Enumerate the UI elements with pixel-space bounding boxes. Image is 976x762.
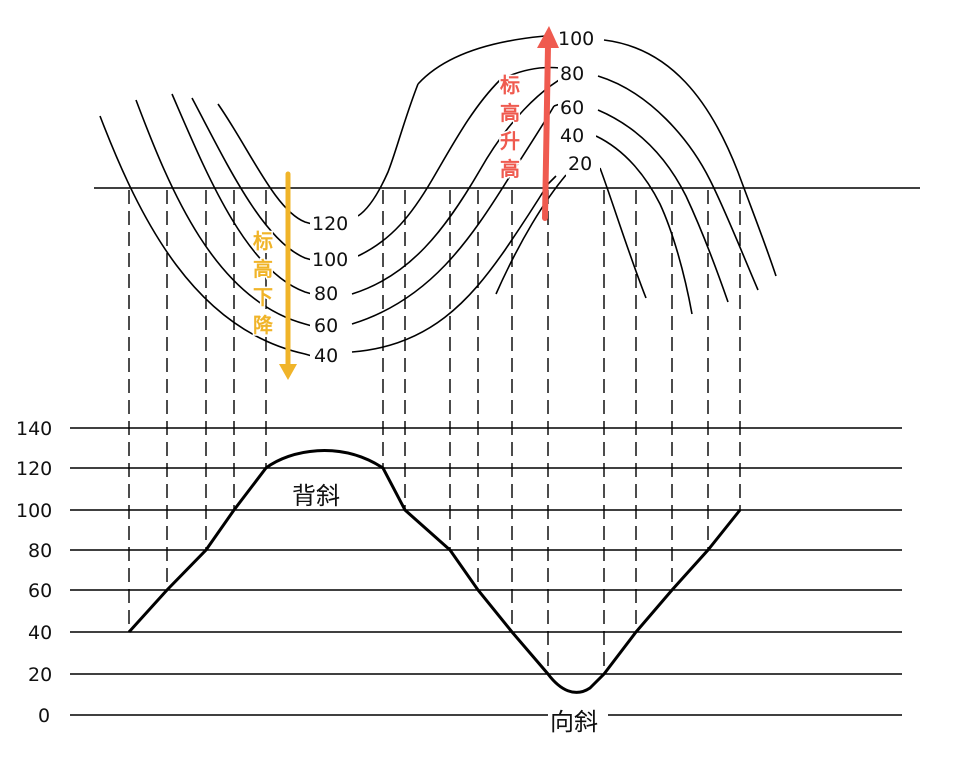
y-tick: 140 xyxy=(16,418,52,440)
arrow-down-char: 降 xyxy=(253,313,274,337)
y-tick: 40 xyxy=(28,622,52,644)
elevation-increase-arrow xyxy=(537,26,559,221)
elevation-decrease-label: 标 高 下 降 xyxy=(252,228,276,339)
profile-curve xyxy=(127,449,742,694)
arrow-down-char: 下 xyxy=(253,285,273,309)
arrow-up-char: 高 xyxy=(500,157,520,181)
profile-grid xyxy=(70,427,902,716)
y-tick: 120 xyxy=(16,458,52,480)
y-tick: 80 xyxy=(28,540,52,562)
contour-line-40 xyxy=(99,115,549,357)
contour-label: 100 xyxy=(312,249,348,271)
y-tick: 0 xyxy=(38,705,50,727)
contour-line-80 xyxy=(171,69,579,295)
contour-label: 120 xyxy=(312,213,348,235)
y-axis-labels: 140 120 100 80 60 40 20 0 xyxy=(16,418,52,727)
contour-label: 80 xyxy=(314,283,338,305)
syncline-label: 向斜 xyxy=(550,708,598,736)
contour-line-r-40 xyxy=(547,135,693,315)
contour-label: 80 xyxy=(560,63,584,85)
arrow-down-char: 高 xyxy=(253,257,273,281)
contour-label: 40 xyxy=(314,345,338,367)
contour-line-100 xyxy=(191,79,501,261)
arrow-up-char: 升 xyxy=(500,129,520,153)
contour-line-r-20 xyxy=(495,167,647,299)
contour-label: 100 xyxy=(558,28,594,50)
contour-labels-left: 120 100 80 60 40 xyxy=(310,210,358,368)
elevation-increase-label: 标 高 升 高 xyxy=(499,72,522,183)
y-tick: 20 xyxy=(28,664,52,686)
contour-line-120 xyxy=(217,83,419,225)
contour-label: 60 xyxy=(314,315,338,337)
elevation-decrease-arrow xyxy=(279,171,297,380)
anticline-label: 背斜 xyxy=(292,482,340,510)
contour-labels-right: 100 80 60 40 20 xyxy=(556,26,602,176)
contour-line-60 xyxy=(135,99,555,327)
contour-line-r-80 xyxy=(499,66,759,291)
arrow-down-char: 标 xyxy=(253,229,273,253)
contour-line-r-100 xyxy=(417,35,777,277)
contour-lines-left xyxy=(99,69,579,357)
y-tick: 60 xyxy=(28,580,52,602)
contour-label: 20 xyxy=(568,153,592,175)
arrow-up-char: 高 xyxy=(500,101,520,125)
arrow-up-char: 标 xyxy=(500,73,520,97)
contour-label: 40 xyxy=(560,125,584,147)
projection-lines xyxy=(128,190,741,674)
y-tick: 100 xyxy=(16,500,52,522)
contour-lines-right xyxy=(417,35,777,315)
contour-label: 60 xyxy=(560,97,584,119)
